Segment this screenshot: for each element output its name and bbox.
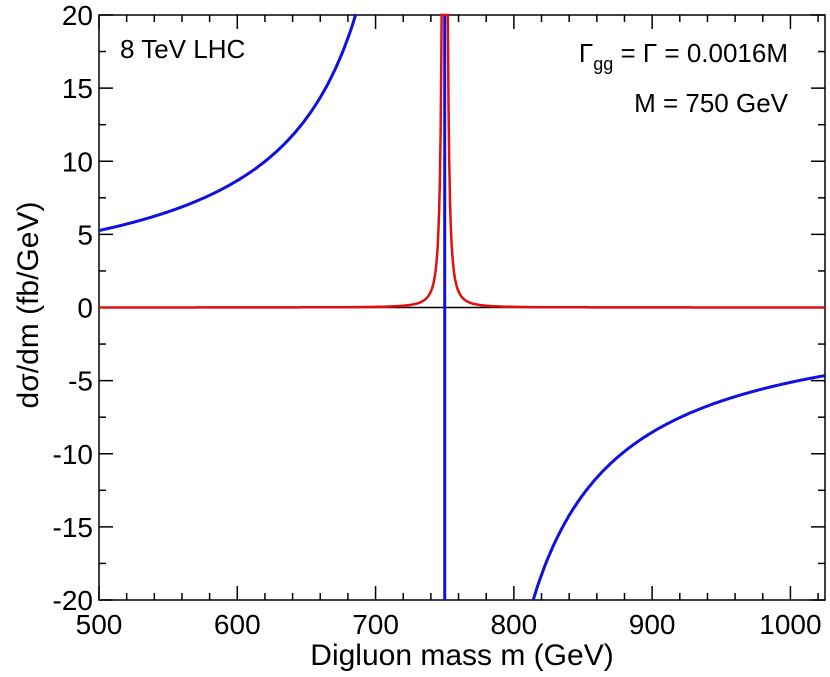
mass-label: M = 750 GeV — [634, 88, 789, 118]
y-axis-title: dσ/dm (fb/GeV) — [12, 202, 45, 409]
y-tick-label: 10 — [62, 146, 93, 177]
y-tick-label: -15 — [53, 512, 93, 543]
y-tick-label: 20 — [62, 0, 93, 31]
y-tick-label: -5 — [68, 366, 93, 397]
width-label: Γgg = Γ = 0.0016M — [579, 38, 788, 74]
x-tick-label: 800 — [490, 609, 537, 640]
resonance-curve — [99, 13, 825, 309]
y-tick-label: -10 — [53, 439, 93, 470]
x-tick-label: 1000 — [759, 609, 821, 640]
data-series — [98, 13, 825, 601]
x-axis-title: Digluon mass m (GeV) — [310, 639, 613, 672]
x-tick-label: 900 — [629, 609, 676, 640]
width-subscript: gg — [593, 54, 613, 74]
width-symbol: Γ — [579, 38, 593, 68]
axis-tick-labels: 500 600 700 800 900 1000 -20 -15 -10 -5 0 5 10 15 20 — [53, 0, 822, 640]
x-tick-label: 700 — [352, 609, 399, 640]
y-tick-label: 5 — [77, 219, 93, 250]
y-tick-label: 15 — [62, 73, 93, 104]
width-equation: = Γ = 0.0016M — [613, 38, 788, 68]
interference-curve-left — [98, 13, 357, 232]
interference-curve-right — [531, 374, 825, 601]
x-tick-label: 600 — [214, 609, 261, 640]
collider-label: 8 TeV LHC — [120, 34, 245, 64]
y-tick-label: 0 — [77, 293, 93, 324]
y-tick-label: -20 — [53, 585, 93, 616]
x-tick-label: 500 — [76, 609, 123, 640]
